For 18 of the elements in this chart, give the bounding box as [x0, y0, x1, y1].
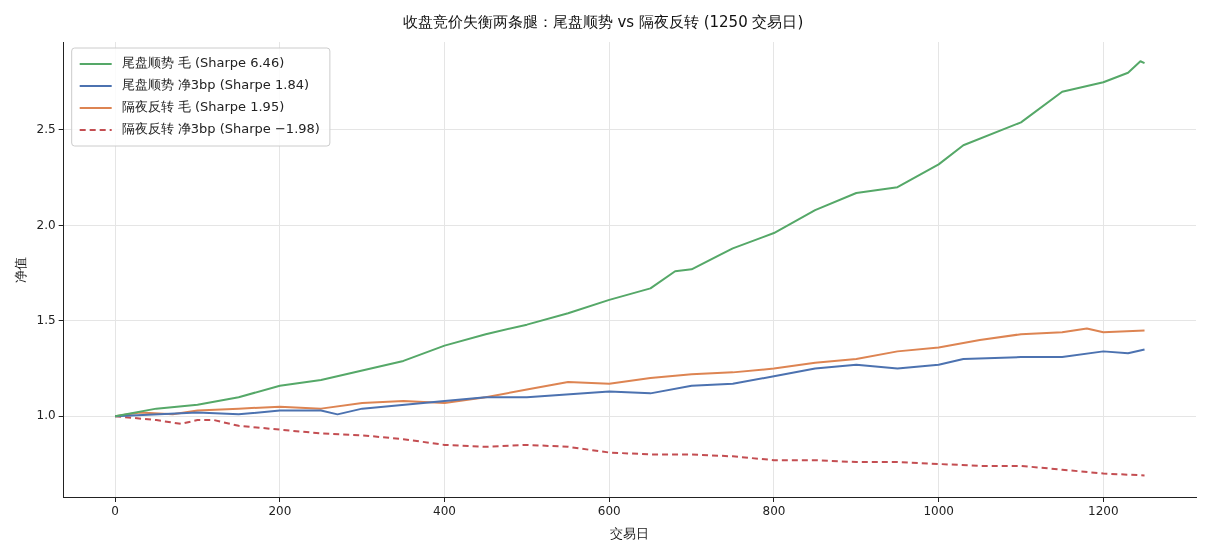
x-tick-label: 600 [597, 504, 621, 519]
y-tick-label: 2.5 [36, 122, 56, 137]
x-tick-label: 400 [433, 504, 457, 519]
legend-label: 隔夜反转 净3bp (Sharpe −1.98) [121, 121, 320, 137]
x-tick-label: 800 [762, 504, 786, 519]
legend-label: 尾盘顺势 毛 (Sharpe 6.46) [121, 55, 285, 71]
x-tick-label: 1000 [923, 504, 954, 519]
y-axis-title: 净值 [13, 256, 29, 283]
y-tick-label: 2.0 [36, 217, 56, 232]
legend-label: 隔夜反转 毛 (Sharpe 1.95) [121, 99, 285, 115]
x-tick-label: 0 [111, 504, 119, 519]
y-tick-label: 1.0 [36, 408, 56, 423]
chart-title: 收盘竞价失衡两条腿：尾盘顺势 vs 隔夜反转 (1250 交易日) [402, 12, 804, 31]
x-tick-label: 200 [268, 504, 292, 519]
legend-label: 尾盘顺势 净3bp (Sharpe 1.84) [121, 77, 310, 93]
y-tick-label: 1.5 [36, 312, 56, 327]
x-tick-label: 1200 [1088, 504, 1119, 519]
x-axis-title: 交易日 [610, 525, 650, 541]
